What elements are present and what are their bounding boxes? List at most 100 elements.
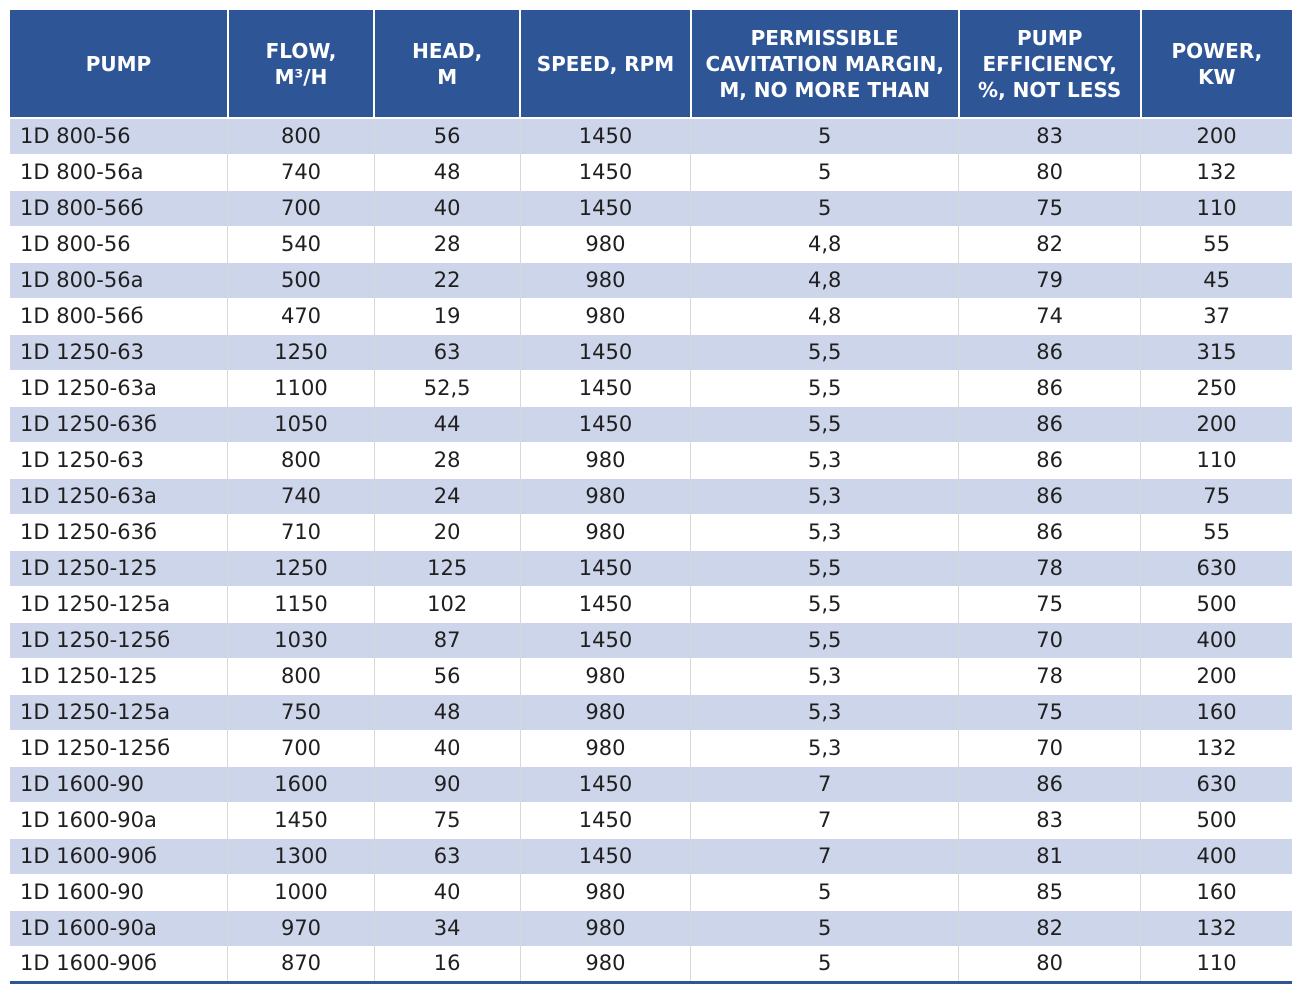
table-row: 1D 1250-125 800 56 980 5,3 78 200: [10, 657, 1292, 694]
efficiency-cell: 82: [958, 225, 1142, 262]
power-cell: 132: [1140, 729, 1292, 766]
pump-model-cell: 1D 800-56б: [10, 297, 229, 334]
flow-cell: 1030: [227, 621, 375, 658]
pump-model-cell: 1D 1250-125б: [10, 729, 229, 766]
flow-cell: 710: [227, 513, 375, 550]
cavitation-margin-cell: 5: [690, 189, 960, 226]
table-row: 1D 1250-63б 1050 44 1450 5,5 86 200: [10, 405, 1292, 442]
speed-cell: 980: [519, 261, 692, 298]
flow-cell: 1300: [227, 837, 375, 874]
speed-cell: 980: [519, 513, 692, 550]
power-cell: 132: [1140, 909, 1292, 946]
table-row: 1D 800-56a 740 48 1450 5 80 132: [10, 153, 1292, 190]
column-header-efficiency: PUMP EFFICIENCY, %, NOT LESS: [957, 10, 1142, 119]
table-row: 1D 1250-125б 700 40 980 5,3 70 132: [10, 729, 1292, 766]
speed-cell: 1450: [519, 801, 692, 838]
flow-cell: 1600: [227, 765, 375, 802]
cavitation-margin-cell: 5,5: [690, 369, 960, 406]
column-header-power: POWER, KW: [1139, 10, 1292, 119]
head-cell: 40: [373, 873, 521, 910]
pump-model-cell: 1D 1600-90б: [10, 837, 229, 874]
table-row: 1D 800-56 800 56 1450 5 83 200: [10, 117, 1292, 154]
efficiency-cell: 86: [958, 513, 1142, 550]
power-cell: 500: [1140, 585, 1292, 622]
power-cell: 200: [1140, 657, 1292, 694]
flow-cell: 750: [227, 693, 375, 730]
flow-cell: 700: [227, 189, 375, 226]
efficiency-cell: 83: [958, 117, 1142, 154]
efficiency-cell: 86: [958, 369, 1142, 406]
pump-model-cell: 1D 1250-125a: [10, 585, 229, 622]
pump-model-cell: 1D 1250-63a: [10, 477, 229, 514]
power-cell: 500: [1140, 801, 1292, 838]
efficiency-cell: 86: [958, 765, 1142, 802]
pump-model-cell: 1D 800-56: [10, 225, 229, 262]
cavitation-margin-cell: 5,5: [690, 621, 960, 658]
flow-cell: 1100: [227, 369, 375, 406]
head-cell: 102: [373, 585, 521, 622]
efficiency-cell: 85: [958, 873, 1142, 910]
cavitation-margin-cell: 4,8: [690, 225, 960, 262]
pump-model-cell: 1D 1250-125: [10, 657, 229, 694]
power-cell: 160: [1140, 693, 1292, 730]
efficiency-cell: 81: [958, 837, 1142, 874]
pump-model-cell: 1D 1250-125: [10, 549, 229, 586]
flow-cell: 1050: [227, 405, 375, 442]
power-cell: 200: [1140, 405, 1292, 442]
efficiency-cell: 80: [958, 153, 1142, 190]
table-row: 1D 1250-63 1250 63 1450 5,5 86 315: [10, 333, 1292, 370]
pump-model-cell: 1D 800-56a: [10, 261, 229, 298]
flow-cell: 1150: [227, 585, 375, 622]
cavitation-margin-cell: 5,5: [690, 333, 960, 370]
speed-cell: 980: [519, 873, 692, 910]
efficiency-cell: 80: [958, 945, 1142, 982]
head-cell: 44: [373, 405, 521, 442]
table-row: 1D 1250-63б 710 20 980 5,3 86 55: [10, 513, 1292, 550]
efficiency-cell: 70: [958, 729, 1142, 766]
efficiency-cell: 78: [958, 549, 1142, 586]
power-cell: 400: [1140, 837, 1292, 874]
efficiency-cell: 83: [958, 801, 1142, 838]
table-row: 1D 1250-63 800 28 980 5,3 86 110: [10, 441, 1292, 478]
head-cell: 22: [373, 261, 521, 298]
efficiency-cell: 75: [958, 693, 1142, 730]
power-cell: 400: [1140, 621, 1292, 658]
pump-specifications-table: PUMP FLOW, M³/H HEAD, M SPEED, RPM PERMISSIB…: [10, 10, 1292, 984]
speed-cell: 1450: [519, 189, 692, 226]
pump-model-cell: 1D 800-56a: [10, 153, 229, 190]
speed-cell: 1450: [519, 369, 692, 406]
pump-model-cell: 1D 1600-90: [10, 873, 229, 910]
power-cell: 110: [1140, 189, 1292, 226]
head-cell: 87: [373, 621, 521, 658]
power-cell: 160: [1140, 873, 1292, 910]
cavitation-margin-cell: 5: [690, 153, 960, 190]
pump-model-cell: 1D 1250-63б: [10, 405, 229, 442]
cavitation-margin-cell: 5,3: [690, 513, 960, 550]
table-row: 1D 1250-125a 750 48 980 5,3 75 160: [10, 693, 1292, 730]
flow-cell: 700: [227, 729, 375, 766]
cavitation-margin-cell: 5: [690, 909, 960, 946]
cavitation-margin-cell: 5,3: [690, 441, 960, 478]
cavitation-margin-cell: 7: [690, 801, 960, 838]
table-row: 1D 1250-63a 1100 52,5 1450 5,5 86 250: [10, 369, 1292, 406]
speed-cell: 1450: [519, 837, 692, 874]
cavitation-margin-cell: 5,5: [690, 405, 960, 442]
power-cell: 132: [1140, 153, 1292, 190]
head-cell: 40: [373, 189, 521, 226]
pump-model-cell: 1D 1600-90a: [10, 801, 229, 838]
flow-cell: 470: [227, 297, 375, 334]
speed-cell: 1450: [519, 621, 692, 658]
speed-cell: 1450: [519, 585, 692, 622]
head-cell: 90: [373, 765, 521, 802]
speed-cell: 1450: [519, 333, 692, 370]
column-header-cavitation-margin: PERMISSIBLE CAVITATION MARGIN, M, NO MOR…: [689, 10, 960, 119]
power-cell: 315: [1140, 333, 1292, 370]
head-cell: 20: [373, 513, 521, 550]
cavitation-margin-cell: 5: [690, 117, 960, 154]
power-cell: 55: [1140, 225, 1292, 262]
flow-cell: 870: [227, 945, 375, 982]
flow-cell: 540: [227, 225, 375, 262]
table-row: 1D 1600-90 1600 90 1450 7 86 630: [10, 765, 1292, 802]
speed-cell: 1450: [519, 153, 692, 190]
